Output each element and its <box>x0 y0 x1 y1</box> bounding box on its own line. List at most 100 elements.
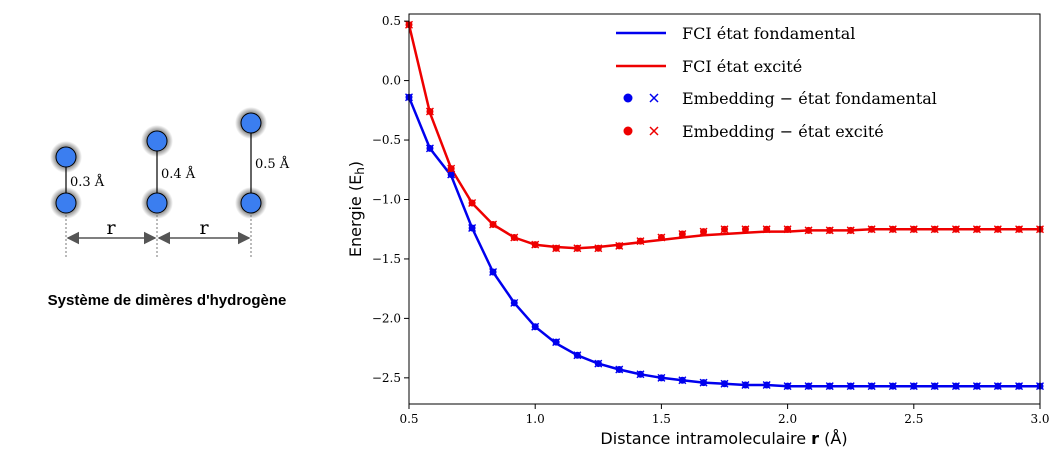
data-point-cross <box>447 170 456 179</box>
data-point-cross <box>846 226 855 235</box>
y-axis-title-main: Energie (E <box>346 175 365 257</box>
dimer-schematic: 0.3 Å 0.4 Å 0.5 Å r r <box>50 107 290 258</box>
data-point-cross <box>888 382 897 391</box>
y-tick-label: −2.0 <box>372 311 401 325</box>
data-point-cross <box>804 226 813 235</box>
bond-length-label-2: 0.4 Å <box>161 166 196 182</box>
x-axis-title-part-2: r <box>811 429 819 448</box>
data-point-cross <box>531 240 540 249</box>
x-axis-title-part-1: Distance intramoleculaire <box>600 429 811 448</box>
data-point-cross <box>636 237 645 246</box>
legend-cross-embed-excited <box>649 126 659 136</box>
legend-cross-embed-ground <box>649 93 659 103</box>
legend-label-fci-excited: FCI état excité <box>682 57 802 76</box>
data-point-cross <box>762 380 771 389</box>
data-point-cross <box>699 227 708 236</box>
y-tick-label: −1.5 <box>372 252 401 266</box>
data-point-cross <box>447 164 456 173</box>
dimer-1: 0.3 Å <box>50 141 105 219</box>
x-tick-label: 2.5 <box>904 412 923 426</box>
data-point-cross <box>425 107 434 116</box>
legend-dot-embed-ground <box>623 93 633 103</box>
legend-label-embed-excited: Embedding − état excité <box>682 122 884 141</box>
x-tick-label: 1.0 <box>526 412 545 426</box>
y-tick-label: −1.0 <box>372 192 401 206</box>
data-point-cross <box>678 376 687 385</box>
series-4 <box>405 20 1044 253</box>
data-point-cross <box>720 379 729 388</box>
data-point-cross <box>972 382 981 391</box>
data-point-cross <box>510 298 519 307</box>
data-point-cross <box>615 241 624 250</box>
hydrogen-atom <box>240 112 262 134</box>
data-point-cross <box>951 382 960 391</box>
hydrogen-atom <box>55 146 77 168</box>
x-tick-label: 3.0 <box>1030 412 1049 426</box>
data-point-cross <box>825 382 834 391</box>
data-point-cross <box>425 144 434 153</box>
data-point-cross <box>825 226 834 235</box>
spacing-label-1: r <box>106 217 116 239</box>
x-tick-label: 1.5 <box>652 412 671 426</box>
dimer-3: 0.5 Å <box>235 107 290 219</box>
legend-dot-embed-excited <box>623 126 633 136</box>
data-point-cross <box>678 229 687 238</box>
tick-layer: 0.5 1.0 1.5 2.0 2.5 3.0 0.5 0.0 −0.5 −1.0 −1.5 −2.0… <box>372 14 1049 426</box>
y-tick-label: 0.5 <box>382 14 401 28</box>
bond-length-label-3: 0.5 Å <box>255 156 290 172</box>
data-point-cross <box>930 382 939 391</box>
data-point-cross <box>1015 225 1024 234</box>
energy-chart: 0.5 1.0 1.5 2.0 2.5 3.0 0.5 0.0 −0.5 −1.0 −1.5 −2.0… <box>346 13 1049 448</box>
data-point-cross <box>888 225 897 234</box>
data-point-cross <box>741 380 750 389</box>
data-point-cross <box>909 225 918 234</box>
data-point-cross <box>552 244 561 253</box>
data-point-cross <box>867 382 876 391</box>
dimer-2: 0.4 Å <box>141 125 196 219</box>
legend-label-embed-ground: Embedding − état fondamental <box>682 89 937 108</box>
hydrogen-atom <box>146 192 168 214</box>
data-point-cross <box>573 351 582 360</box>
data-point-cross <box>636 370 645 379</box>
data-point-cross <box>804 382 813 391</box>
data-point-cross <box>615 365 624 374</box>
data-point-cross <box>993 225 1002 234</box>
data-point-cross <box>489 268 498 277</box>
data-point-cross <box>783 225 792 234</box>
x-tick-label: 2.0 <box>778 412 797 426</box>
x-axis-title-part-3: (Å) <box>819 429 848 448</box>
data-point-cross <box>783 382 792 391</box>
series-3 <box>405 93 1044 391</box>
y-tick-label: −2.5 <box>372 371 401 385</box>
data-point-cross <box>657 233 666 242</box>
data-point-cross <box>552 338 561 347</box>
spacing-label-2: r <box>199 217 209 239</box>
bond-length-label-1: 0.3 Å <box>70 174 105 190</box>
data-point-cross <box>720 225 729 234</box>
data-point-cross <box>657 373 666 382</box>
legend: FCI état fondamental FCI état excité Emb… <box>616 24 937 141</box>
legend-label-fci-ground: FCI état fondamental <box>682 24 855 43</box>
x-tick-label: 0.5 <box>399 412 418 426</box>
schematic-caption: Système de dimères d'hydrogène <box>48 292 287 309</box>
data-point-cross <box>489 220 498 229</box>
hydrogen-atom <box>240 192 262 214</box>
data-point-cross <box>699 378 708 387</box>
data-point-cross <box>468 224 477 233</box>
plot-frame <box>408 13 1041 405</box>
y-tick-label: −0.5 <box>372 133 401 147</box>
y-axis-title: Energie (Eh) <box>346 161 367 257</box>
x-axis-title: Distance intramoleculaire r (Å) <box>600 429 847 448</box>
hydrogen-atom <box>55 192 77 214</box>
data-point-cross <box>594 359 603 368</box>
data-point-cross <box>951 225 960 234</box>
data-point-cross <box>993 382 1002 391</box>
y-axis-title-sub: h <box>353 167 367 175</box>
data-point-cross <box>909 382 918 391</box>
data-point-cross <box>972 225 981 234</box>
data-point-cross <box>594 244 603 253</box>
data-point-cross <box>573 244 582 253</box>
data-point-cross <box>1015 382 1024 391</box>
hydrogen-atom <box>146 130 168 152</box>
